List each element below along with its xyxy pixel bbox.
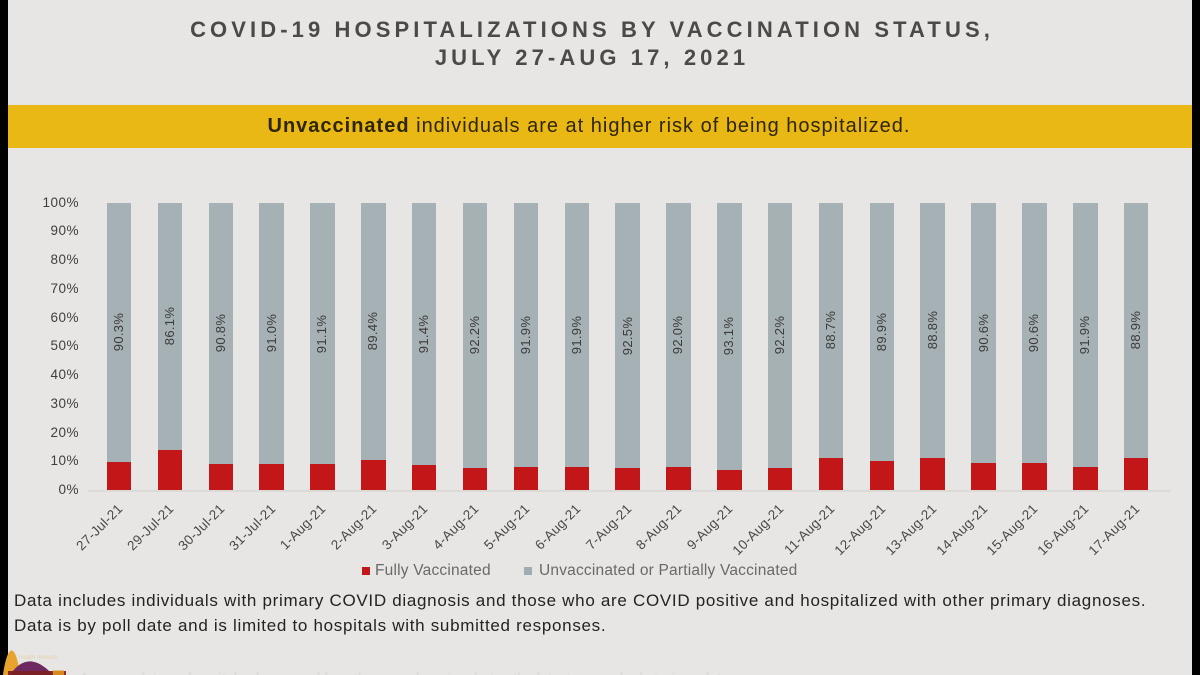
- svg-text:health network: health network: [19, 655, 59, 661]
